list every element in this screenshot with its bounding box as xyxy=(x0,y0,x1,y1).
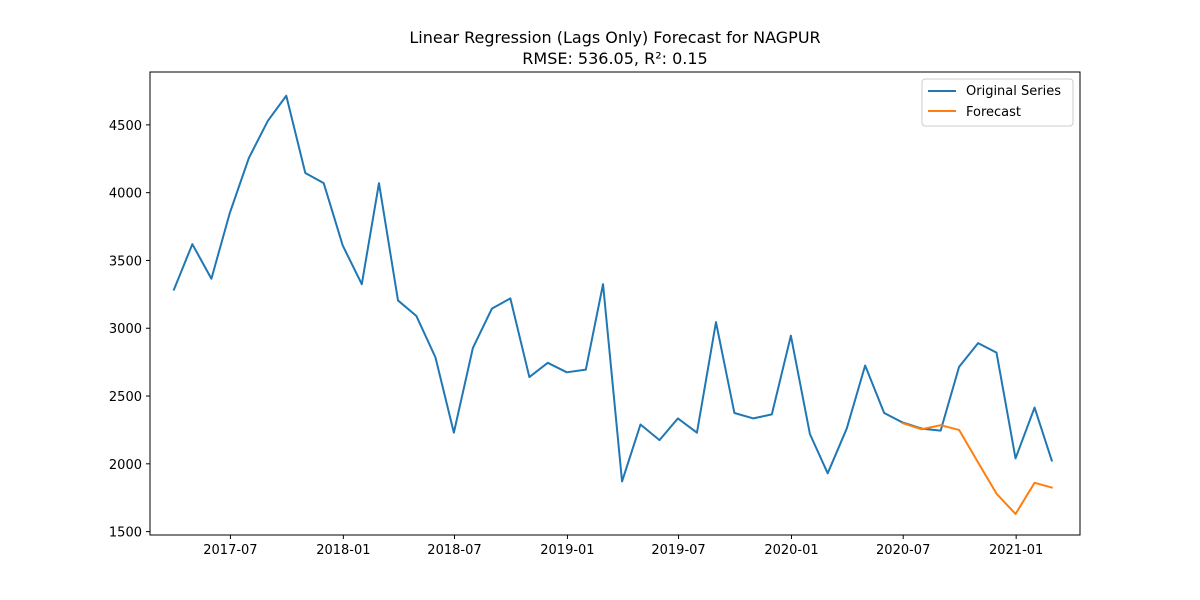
x-tick-label: 2020-01 xyxy=(764,543,818,558)
data-point-original-series xyxy=(621,480,623,482)
plot-frame xyxy=(149,71,1081,536)
y-axis: 1500 2000 2500 3000 3500 4000 4500 xyxy=(109,119,150,541)
y-tick-label: 3500 xyxy=(109,254,142,269)
data-point-original-series xyxy=(304,172,306,174)
legend-label-original-series: Original Series xyxy=(966,84,1061,99)
data-point-original-series xyxy=(528,376,530,378)
data-point-original-series xyxy=(229,212,231,214)
data-point-original-series xyxy=(864,365,866,367)
y-tick-label: 3000 xyxy=(109,322,142,337)
x-tick-label: 2018-01 xyxy=(316,543,370,558)
legend-box xyxy=(921,78,1074,127)
data-point-original-series xyxy=(733,412,735,414)
x-tick-label: 2019-01 xyxy=(540,543,594,558)
x-tick-label: 2018-07 xyxy=(427,543,481,558)
x-tick-label: 2017-07 xyxy=(203,543,257,558)
data-point-original-series xyxy=(323,182,325,184)
data-point-forecast xyxy=(1051,487,1053,489)
y-tick-label: 4500 xyxy=(109,119,142,134)
data-point-forecast xyxy=(940,424,942,426)
data-point-original-series xyxy=(361,283,363,285)
data-point-original-series xyxy=(491,308,493,310)
data-point-original-series xyxy=(342,245,344,247)
chart-subtitle: RMSE: 536.05, R²: 0.15 xyxy=(522,49,707,68)
data-point-original-series xyxy=(996,352,998,354)
data-point-original-series xyxy=(378,182,380,184)
data-point-original-series xyxy=(696,432,698,434)
series-line-forecast xyxy=(901,421,1053,515)
data-point-original-series xyxy=(415,315,417,317)
data-point-original-series xyxy=(267,120,269,122)
data-point-forecast xyxy=(1015,513,1017,515)
data-point-forecast xyxy=(996,493,998,495)
data-point-original-series xyxy=(285,95,287,97)
x-tick-label: 2020-07 xyxy=(876,543,930,558)
plot-lines xyxy=(172,94,1054,515)
x-tick-label: 2019-07 xyxy=(651,543,705,558)
legend: Original Series Forecast xyxy=(921,78,1074,127)
y-tick-label: 2500 xyxy=(109,390,142,405)
data-point-original-series xyxy=(1034,407,1036,409)
data-point-original-series xyxy=(585,369,587,371)
data-point-original-series xyxy=(827,472,829,474)
data-point-original-series xyxy=(940,430,942,432)
data-point-original-series xyxy=(547,362,549,364)
series-line-original-series xyxy=(172,94,1054,483)
x-axis: 2017-07 2018-01 2018-07 2019-01 2019-07 2020-… xyxy=(203,535,1043,558)
data-point-original-series xyxy=(639,424,641,426)
y-tick-label: 4000 xyxy=(109,187,142,202)
y-tick-label: 1500 xyxy=(109,526,142,541)
chart-title: Linear Regression (Lags Only) Forecast f… xyxy=(409,28,820,47)
data-point-original-series xyxy=(434,356,436,358)
data-point-forecast xyxy=(977,461,979,463)
data-point-original-series xyxy=(472,347,474,349)
data-point-original-series xyxy=(566,371,568,373)
y-tick-label: 2000 xyxy=(109,458,142,473)
data-point-forecast xyxy=(902,422,904,424)
data-point-original-series xyxy=(602,283,604,285)
data-point-original-series xyxy=(715,321,717,323)
data-point-forecast xyxy=(1034,482,1036,484)
data-point-original-series xyxy=(977,342,979,344)
data-point-original-series xyxy=(677,417,679,419)
data-point-original-series xyxy=(790,335,792,337)
data-point-original-series xyxy=(453,432,455,434)
data-point-original-series xyxy=(883,412,885,414)
x-tick-label: 2021-01 xyxy=(989,543,1043,558)
data-point-original-series xyxy=(771,413,773,415)
data-point-original-series xyxy=(509,297,511,299)
data-point-original-series xyxy=(958,366,960,368)
legend-label-forecast: Forecast xyxy=(966,105,1021,120)
data-point-original-series xyxy=(210,278,212,280)
data-point-original-series xyxy=(173,289,175,291)
data-point-forecast xyxy=(921,428,923,430)
data-point-original-series xyxy=(191,243,193,245)
data-point-forecast xyxy=(958,429,960,431)
data-point-original-series xyxy=(248,157,250,159)
data-point-original-series xyxy=(1015,457,1017,459)
data-point-original-series xyxy=(1051,459,1053,461)
data-point-original-series xyxy=(809,433,811,435)
data-point-original-series xyxy=(752,417,754,419)
data-point-original-series xyxy=(846,428,848,430)
data-point-original-series xyxy=(397,299,399,301)
data-point-original-series xyxy=(659,439,661,441)
